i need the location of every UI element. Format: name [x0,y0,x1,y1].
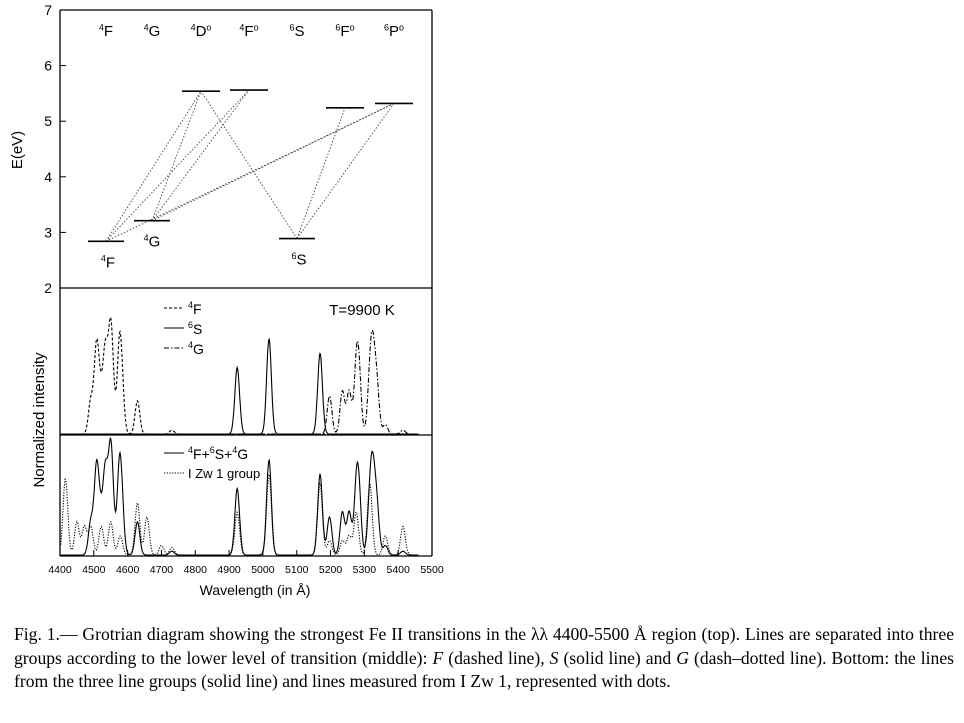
energy-level-label: 4G [144,233,161,251]
grotrian-y-tick-label: 4 [44,169,52,185]
transition-line [296,107,346,239]
legend-label: 4G [188,340,204,357]
spectrum-curve [60,329,419,435]
grotrian-y-tick-label: 3 [44,224,52,240]
transition-line [105,89,250,242]
energy-levels: 4F 4G 6S [88,89,413,272]
temperature-label: T=9900 K [329,302,394,319]
spectrum-curve-combined [60,436,419,556]
spectra-x-tick-label: 5500 [420,564,444,576]
figure-caption: Fig. 1.— Grotrian diagram showing the st… [14,624,954,691]
spectra-legend-bottom: 4F+6S+4G I Zw 1 group [164,445,260,481]
transition-line [200,90,298,239]
grotrian-y-ticks: 2 3 4 5 6 7 [44,2,66,296]
grotrian-panel: 2 3 4 5 6 7 E(eV) 4F 4G 4Do 4Fo 6S 6Fo 6Po 4F 4G 6S [9,2,433,296]
term-header: 4Fo [239,22,258,40]
transition-line [151,89,250,221]
legend-label: I Zw 1 group [188,466,260,481]
spectra-y-label: Normalized intensity [31,352,48,488]
spectrum-curve [60,337,419,435]
spectrum-curve [60,315,419,435]
legend-label: 6S [188,320,202,337]
spectra-x-ticks: 4400 4500 4600 4700 4800 4900 5000 5100 5200 5300… [48,550,444,576]
spectra-x-tick-label: 5000 [251,564,275,576]
transition-line [105,103,395,242]
term-header: 4F [99,22,113,40]
term-header: 6Fo [335,22,354,40]
spectra-x-tick-label: 4500 [82,564,106,576]
grotrian-y-tick-label: 7 [44,2,52,18]
term-header: 4Do [191,22,212,40]
spectra-curves [60,315,419,556]
spectra-x-tick-label: 4400 [48,564,72,576]
spectra-x-tick-label: 4600 [116,564,140,576]
energy-level-label: 4F [101,254,115,272]
transition-line [151,91,202,221]
spectra-x-tick-label: 4700 [150,564,174,576]
transition-line [296,103,395,239]
grotrian-y-tick-label: 6 [44,58,52,74]
spectra-x-tick-label: 5100 [285,564,309,576]
spectra-x-tick-label: 5400 [387,564,411,576]
spectra-panel: Normalized intensity Wavelength (in Å) T… [31,288,444,598]
legend-label: 4F+6S+4G [188,445,248,462]
energy-level-label: 6S [291,251,306,269]
grotrian-y-label: E(eV) [9,131,26,169]
spectra-x-tick-label: 4800 [184,564,208,576]
spectra-legend-groups: 4F 6S 4G [164,300,204,357]
term-headers: 4F 4G 4Do 4Fo 6S 6Fo 6Po [99,22,404,40]
legend-label: 4F [188,300,202,317]
term-header: 4G [144,22,161,40]
term-header: 6S [289,22,304,40]
term-header: 6Po [384,22,404,40]
spectra-x-tick-label: 4900 [217,564,241,576]
grotrian-y-tick-label: 2 [44,280,52,296]
spectra-x-label: Wavelength (in Å) [200,582,311,598]
transition-line [105,90,202,242]
spectrum-curve-observed [60,473,419,556]
transition-line [151,103,395,222]
spectra-x-tick-label: 5300 [353,564,377,576]
transition-lines [105,89,395,242]
figure-grotrian-and-spectra: 2 3 4 5 6 7 E(eV) 4F 4G 4Do 4Fo 6S 6Fo 6Po 4F 4G 6S N… [9,2,444,598]
grotrian-y-tick-label: 5 [44,113,52,129]
spectra-x-tick-label: 5200 [319,564,343,576]
